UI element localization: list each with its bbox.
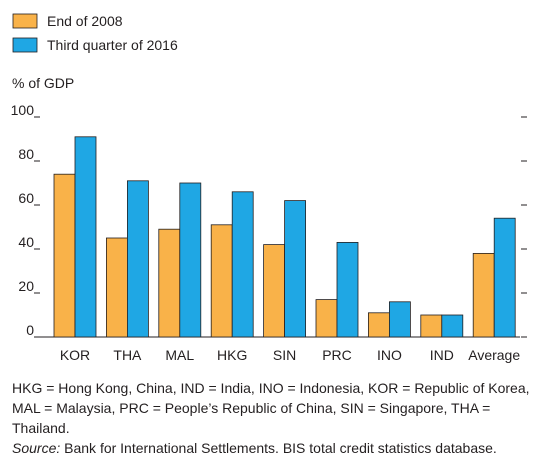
bar-sin-1 — [284, 200, 307, 338]
x-tick-label-ind: IND — [430, 347, 454, 363]
bar-hkg-0 — [210, 224, 233, 338]
x-tick-label-tha: THA — [113, 347, 142, 363]
bar-kor-1 — [74, 136, 97, 338]
y-tick-label-4: 80 — [18, 146, 34, 162]
chart-legend: End of 2008 Third quarter of 2016 — [12, 13, 178, 53]
bar-ind-1 — [441, 314, 464, 338]
bar-average-0 — [472, 252, 495, 338]
abbreviations-note: HKG = Hong Kong, China, IND = India, INO… — [12, 380, 530, 436]
legend-swatch-0 — [12, 13, 38, 29]
x-tick-label-sin: SIN — [273, 347, 296, 363]
x-tick-label-hkg: HKG — [217, 347, 247, 363]
chart-bars — [53, 136, 516, 338]
bar-hkg-1 — [231, 191, 254, 338]
y-tick-label-0: 0 — [26, 322, 34, 338]
x-tick-label-average: Average — [468, 347, 520, 363]
bar-ino-0 — [367, 312, 390, 338]
y-tick-label-3: 60 — [18, 190, 34, 206]
source-text: Bank for International Settlements. BIS … — [60, 440, 497, 456]
y-tick-label-2: 40 — [18, 234, 34, 250]
bar-prc-1 — [336, 241, 359, 338]
y-tick-label-5: 100 — [11, 102, 35, 118]
source-note: Source: Bank for International Settlemen… — [12, 438, 532, 458]
bar-average-1 — [493, 217, 516, 338]
legend-swatch-1 — [12, 37, 38, 53]
bar-tha-0 — [106, 237, 128, 338]
bar-kor-0 — [53, 173, 76, 338]
category-labels: KOR THA MAL HKG SIN PRC INO IND Average — [60, 347, 521, 363]
y-axis-label: % of GDP — [12, 75, 74, 91]
y-tick-label-1: 20 — [18, 278, 34, 294]
legend-label-1: Third quarter of 2016 — [47, 37, 178, 53]
bar-sin-0 — [263, 244, 286, 338]
bar-mal-1 — [179, 182, 202, 338]
bar-ino-1 — [388, 301, 411, 338]
legend-label-0: End of 2008 — [47, 13, 123, 29]
bar-mal-0 — [158, 228, 181, 338]
bar-tha-1 — [127, 180, 149, 338]
x-tick-label-kor: KOR — [60, 347, 90, 363]
bar-chart: End of 2008 Third quarter of 2016 % of GD… — [11, 13, 527, 363]
bar-ind-0 — [420, 314, 443, 338]
bar-prc-0 — [315, 299, 338, 338]
x-tick-label-mal: MAL — [165, 347, 194, 363]
chart-notes: HKG = Hong Kong, China, IND = India, INO… — [12, 378, 532, 458]
source-label: Source: — [12, 440, 61, 456]
x-tick-label-prc: PRC — [322, 347, 352, 363]
x-tick-label-ino: INO — [377, 347, 402, 363]
